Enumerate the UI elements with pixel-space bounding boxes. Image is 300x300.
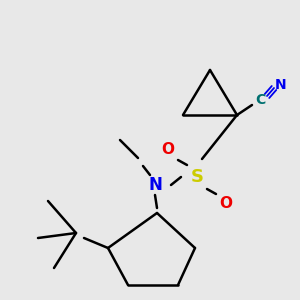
Text: O: O <box>161 142 175 158</box>
Text: N: N <box>275 78 287 92</box>
Text: N: N <box>148 176 162 194</box>
Text: S: S <box>190 168 203 186</box>
Text: C: C <box>255 93 265 107</box>
Text: O: O <box>220 196 232 211</box>
